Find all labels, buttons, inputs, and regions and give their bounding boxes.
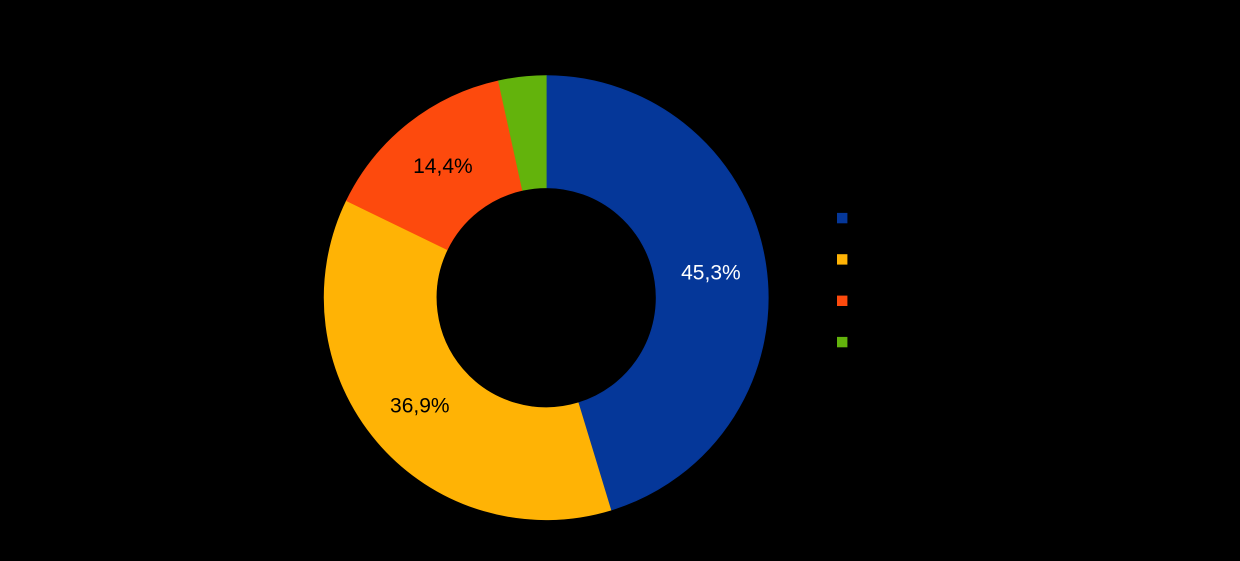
svg-text:45,3%: 45,3%: [681, 262, 741, 285]
svg-text:36,9%: 36,9%: [390, 395, 450, 418]
svg-text:14,4%: 14,4%: [413, 155, 473, 178]
